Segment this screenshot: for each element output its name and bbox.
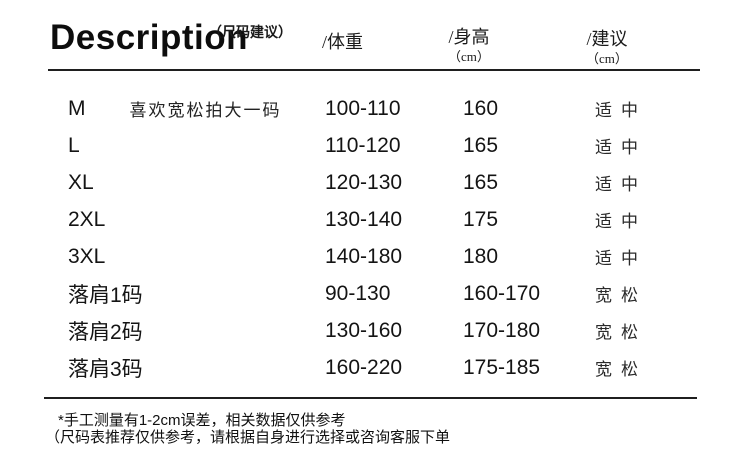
table-row: XL 120-130 165 适中 xyxy=(0,164,750,201)
size-cell: 落肩3码 xyxy=(68,353,325,383)
weight-cell: 130-160 xyxy=(325,318,403,342)
footer-disclaimer-line2: （尺码表推荐仅供参考，请根据自身进行选择或咨询客服下单 xyxy=(45,429,451,446)
column-header-advice: /建议 （cm） xyxy=(586,29,628,67)
column-header-weight: /体重 xyxy=(322,32,363,53)
column-header-height-label: /身高 xyxy=(448,27,490,47)
fit-cell: 宽松 xyxy=(595,286,647,305)
size-cell: 落肩2码 xyxy=(68,316,325,346)
column-header-height: /身高 （cm） xyxy=(448,27,490,65)
fit-cell: 适中 xyxy=(595,175,647,194)
weight-cell: 100-110 xyxy=(325,96,401,120)
size-label: XL xyxy=(68,170,94,194)
size-cell: 落肩1码 xyxy=(68,279,325,309)
fit-cell: 适中 xyxy=(595,212,647,231)
height-cell: 165 xyxy=(463,170,499,194)
size-cell: 2XL xyxy=(68,208,325,232)
fit-cell: 适中 xyxy=(595,101,647,120)
weight-cell: 130-140 xyxy=(325,207,403,231)
height-cell: 175-185 xyxy=(463,355,541,379)
weight-cell: 110-120 xyxy=(325,133,401,157)
size-label: L xyxy=(68,133,80,157)
weight-cell: 160-220 xyxy=(325,355,403,379)
size-cell: XL xyxy=(68,171,325,195)
size-table-body: M 喜欢宽松拍大一码 100-110 160 适中 L 110-120 165 … xyxy=(0,90,750,386)
size-cell: 3XL xyxy=(68,245,325,269)
footer-disclaimer-line1: *手工测量有1-2cm误差，相关数据仅供参考 xyxy=(58,412,346,429)
fit-cell: 宽松 xyxy=(595,323,647,342)
column-header-advice-label: /建议 xyxy=(586,29,628,49)
table-row: L 110-120 165 适中 xyxy=(0,127,750,164)
size-label: 落肩2码 xyxy=(68,320,143,344)
height-cell: 180 xyxy=(463,244,499,268)
table-row: M 喜欢宽松拍大一码 100-110 160 适中 xyxy=(0,90,750,127)
column-header-advice-unit: （cm） xyxy=(586,50,628,66)
weight-cell: 120-130 xyxy=(325,170,403,194)
size-cell: L xyxy=(68,134,325,158)
table-row: 落肩2码 130-160 170-180 宽松 xyxy=(0,312,750,349)
weight-cell: 90-130 xyxy=(325,281,391,305)
column-header-weight-label: /体重 xyxy=(322,32,364,52)
footer-divider xyxy=(44,397,697,399)
height-cell: 160 xyxy=(463,96,499,120)
size-note: 喜欢宽松拍大一码 xyxy=(129,101,282,120)
table-row: 落肩1码 90-130 160-170 宽松 xyxy=(0,275,750,312)
size-label: M xyxy=(68,96,86,120)
page-subtitle: （尺码建议） xyxy=(208,26,292,41)
fit-cell: 宽松 xyxy=(595,360,647,379)
size-label: 落肩3码 xyxy=(68,357,143,381)
column-header-height-unit: （cm） xyxy=(448,48,490,64)
height-cell: 175 xyxy=(463,207,499,231)
weight-cell: 140-180 xyxy=(325,244,403,268)
fit-cell: 适中 xyxy=(595,249,647,268)
size-cell: M 喜欢宽松拍大一码 xyxy=(68,96,325,121)
table-row: 落肩3码 160-220 175-185 宽松 xyxy=(0,349,750,386)
table-row: 2XL 130-140 175 适中 xyxy=(0,201,750,238)
height-cell: 170-180 xyxy=(463,318,541,342)
height-cell: 160-170 xyxy=(463,281,541,305)
size-label: 3XL xyxy=(68,244,106,268)
page-title: Description xyxy=(50,18,249,57)
size-label: 2XL xyxy=(68,207,106,231)
size-label: 落肩1码 xyxy=(68,283,143,307)
height-cell: 165 xyxy=(463,133,499,157)
header-divider xyxy=(48,69,700,71)
table-row: 3XL 140-180 180 适中 xyxy=(0,238,750,275)
fit-cell: 适中 xyxy=(595,138,647,157)
